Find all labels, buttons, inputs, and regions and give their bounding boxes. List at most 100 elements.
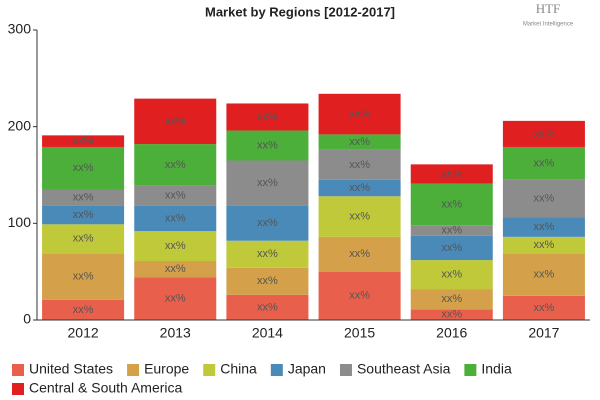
bar-segment	[410, 164, 493, 184]
value-label: xx%	[441, 293, 462, 305]
value-label: xx%	[349, 210, 370, 222]
legend-swatch	[270, 364, 283, 376]
value-label: xx%	[73, 233, 94, 245]
legend-swatch	[464, 364, 477, 376]
legend-label: Japan	[288, 361, 326, 377]
value-label: xx%	[73, 162, 94, 174]
bar-segment	[134, 205, 217, 232]
bar-segment	[226, 205, 309, 241]
value-label: xx%	[441, 198, 462, 210]
value-label: xx%	[349, 182, 370, 194]
legend-swatch	[12, 364, 24, 376]
value-label: xx%	[534, 157, 555, 169]
x-tick-label: 2016	[436, 325, 467, 341]
x-tick-label: 2014	[252, 325, 283, 341]
value-label: xx%	[165, 240, 186, 252]
bar-segment	[226, 267, 309, 295]
bar-segment	[42, 299, 125, 320]
value-label: xx%	[349, 248, 370, 260]
bar-segment	[502, 217, 585, 237]
legend-label: Central & South America	[29, 380, 183, 396]
bar-segment	[410, 183, 493, 226]
bar-segment	[502, 295, 585, 320]
bar-segment	[318, 271, 401, 320]
value-label: xx%	[349, 290, 370, 302]
value-label: xx%	[349, 136, 370, 148]
bar-segment	[134, 98, 217, 145]
bar-segment	[42, 189, 125, 206]
value-label: xx%	[73, 209, 94, 221]
legend-swatch	[127, 364, 140, 376]
x-tick-label: 2013	[160, 325, 191, 341]
bar-segment	[42, 253, 125, 300]
value-label: xx%	[165, 190, 186, 202]
bar-segment	[226, 103, 309, 131]
value-label: xx%	[441, 268, 462, 280]
y-tick-label: 200	[8, 117, 32, 133]
logo-text: HTF	[536, 1, 561, 16]
bar-segment	[502, 146, 585, 180]
bar-segment	[226, 130, 309, 161]
value-label: xx%	[165, 293, 186, 305]
bar-segment	[318, 196, 401, 237]
bar-segment	[42, 135, 125, 147]
x-tick-label: 2012	[68, 325, 99, 341]
value-label: xx%	[73, 192, 94, 204]
value-label: xx%	[534, 302, 555, 314]
bar-segment	[226, 240, 309, 268]
value-label: xx%	[349, 159, 370, 171]
bar-segment	[42, 205, 125, 225]
value-label: xx%	[441, 242, 462, 254]
bar-segment	[318, 179, 401, 197]
bar-segment	[318, 134, 401, 150]
bar-segment	[134, 277, 217, 320]
value-label: xx%	[257, 248, 278, 260]
legend-swatch	[339, 364, 352, 376]
value-label: xx%	[441, 168, 462, 180]
bar-segment	[134, 185, 217, 206]
value-label: xx%	[257, 275, 278, 287]
value-label: xx%	[257, 111, 278, 123]
value-label: xx%	[165, 115, 186, 127]
bar-segment	[410, 309, 493, 320]
y-tick-label: 100	[8, 214, 32, 230]
value-label: xx%	[165, 212, 186, 224]
y-tick-label: 0	[23, 311, 31, 327]
legend-label: United States	[29, 361, 113, 377]
x-tick-label: 2017	[528, 325, 559, 341]
value-label: xx%	[534, 268, 555, 280]
legend-label: Europe	[144, 361, 189, 377]
value-label: xx%	[73, 135, 94, 147]
bar-segment	[502, 236, 585, 254]
value-label: xx%	[534, 239, 555, 251]
value-label: xx%	[257, 177, 278, 189]
value-label: xx%	[73, 304, 94, 316]
value-label: xx%	[534, 193, 555, 205]
bar-segment	[226, 294, 309, 320]
value-label: xx%	[441, 309, 462, 321]
bar-segment	[134, 144, 217, 186]
bar-segment	[410, 289, 493, 310]
legend-swatch	[203, 364, 216, 376]
bar-segment	[226, 160, 309, 206]
legend-label: Southeast Asia	[357, 361, 451, 377]
value-label: xx%	[165, 159, 186, 171]
bar-segment	[410, 235, 493, 261]
bar-segment	[410, 225, 493, 236]
bar-segment	[134, 261, 217, 278]
x-tick-label: 2015	[344, 325, 375, 341]
bar-segment	[502, 253, 585, 296]
value-label: xx%	[349, 108, 370, 120]
chart-title: Market by Regions [2012-2017]	[205, 4, 395, 19]
value-label: xx%	[257, 139, 278, 151]
bar-segment	[134, 231, 217, 262]
logo-subtext: Market Intelligence	[523, 22, 574, 28]
bar-segment	[318, 236, 401, 272]
legend-label: China	[220, 361, 257, 377]
bar-segment	[42, 146, 125, 190]
y-tick-label: 300	[8, 21, 32, 37]
legend-label: India	[481, 361, 512, 377]
value-label: xx%	[441, 224, 462, 236]
bar-segment	[410, 260, 493, 290]
